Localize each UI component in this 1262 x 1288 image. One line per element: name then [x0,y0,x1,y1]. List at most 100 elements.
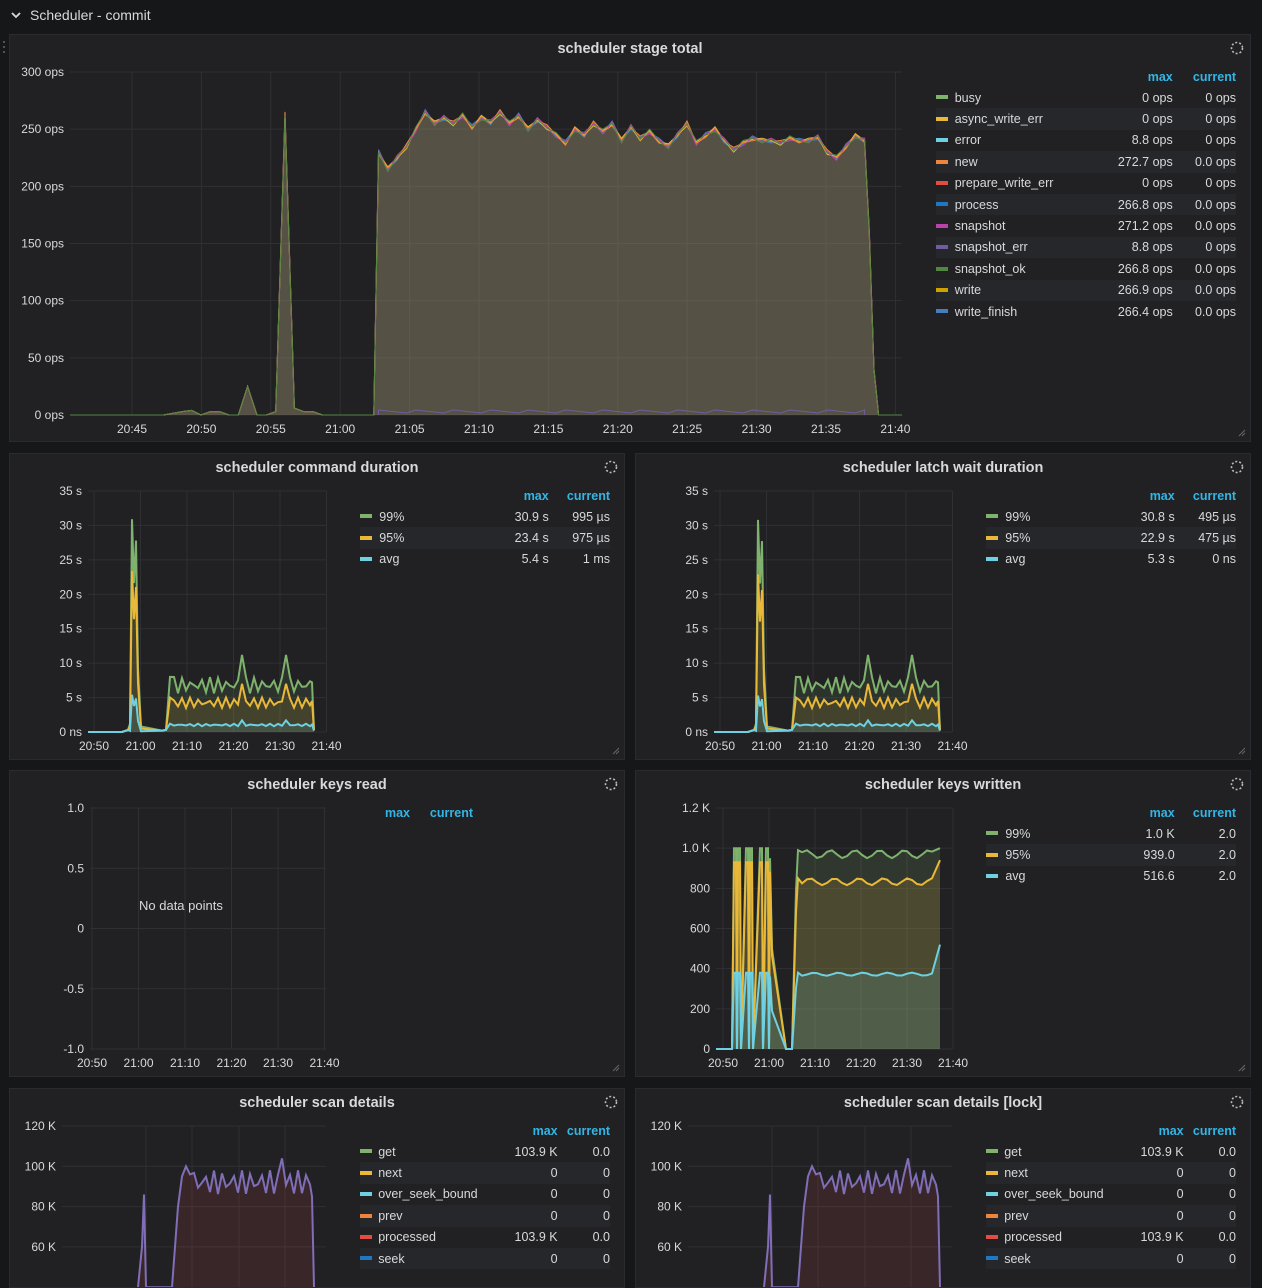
legend-series-name[interactable]: write [954,279,1097,301]
legend-series-name[interactable]: over_seek_bound [1004,1187,1104,1202]
series-color-swatch[interactable] [986,1192,998,1197]
legend-item-seek[interactable]: seek 0 0 [986,1247,1236,1270]
legend-item-over-seek-bound[interactable]: over_seek_bound 0 0 [360,1184,610,1205]
legend-header-current[interactable]: current [429,806,473,820]
legend-item-write-finish[interactable]: write_finish 266.4 ops 0.0 ops [936,301,1236,322]
series-color-swatch[interactable] [936,159,948,164]
legend-item-95-[interactable]: 95% 22.9 s 475 µs [986,527,1236,549]
legend-series-name[interactable]: 99% [1005,826,1031,841]
resize-handle-icon[interactable] [1238,747,1246,755]
series-color-swatch[interactable] [936,138,948,143]
series-color-swatch[interactable] [360,514,372,519]
series-color-swatch[interactable] [360,1192,372,1197]
legend-series-name[interactable]: snapshot [954,219,1006,234]
legend-series-name[interactable]: new [954,151,1097,173]
panel-title[interactable]: scheduler scan details [lock] [843,1095,1043,1111]
legend-item-new[interactable]: new 272.7 ops 0.0 ops [936,151,1236,173]
legend-header-max[interactable]: max [384,806,410,820]
series-color-swatch[interactable] [986,1234,998,1239]
legend-item-error[interactable]: error 8.8 ops 0 ops [936,130,1236,151]
legend-item-avg[interactable]: avg 5.4 s 1 ms [360,549,610,570]
legend-series-name[interactable]: processed [378,1230,436,1245]
legend-item-processed[interactable]: processed 103.9 K 0.0 [986,1227,1236,1248]
panel-title[interactable]: scheduler keys written [864,777,1022,793]
legend-series-name[interactable]: prev [378,1205,494,1227]
legend-series-name[interactable]: snapshot_ok [954,261,1026,276]
legend-item-process[interactable]: process 266.8 ops 0.0 ops [936,193,1236,216]
legend-item-busy[interactable]: busy 0 ops 0 ops [936,87,1236,108]
legend-header-current[interactable]: current [1192,806,1236,820]
series-color-swatch[interactable] [986,1149,998,1154]
legend-item-avg[interactable]: avg 5.3 s 0 ns [986,549,1236,570]
legend-item-snapshot[interactable]: snapshot 271.2 ops 0.0 ops [936,215,1236,236]
legend-series-name[interactable]: avg [379,552,400,567]
legend-series-name[interactable]: 99% [379,509,405,524]
legend-item-write[interactable]: write 266.9 ops 0.0 ops [936,279,1236,301]
series-color-swatch[interactable] [360,535,372,540]
legend-header-current[interactable]: current [1192,489,1236,503]
legend-item-async-write-err[interactable]: async_write_err 0 ops 0 ops [936,108,1236,130]
series-color-swatch[interactable] [936,116,948,121]
resize-handle-icon[interactable] [612,747,620,755]
chart-keys-read[interactable]: 1.0 0.5 0 -0.5 -1.020:50 21:00 21:10 21:20 21:30… [10,771,350,1077]
legend-header-max[interactable]: max [1149,806,1175,820]
series-color-swatch[interactable] [986,1256,998,1261]
series-color-swatch[interactable] [986,1213,998,1218]
series-color-swatch[interactable] [986,1170,998,1175]
legend-header-max[interactable]: max [532,1124,558,1138]
series-color-swatch[interactable] [936,245,948,250]
legend-item-95-[interactable]: 95% 939.0 2.0 [986,844,1236,866]
series-color-swatch[interactable] [360,1256,372,1261]
legend-header-current[interactable]: current [1192,1124,1236,1138]
legend-item-next[interactable]: next 0 0 [986,1162,1236,1184]
legend-item-snapshot-ok[interactable]: snapshot_ok 266.8 ops 0.0 ops [936,258,1236,279]
legend-header-current[interactable]: current [1192,70,1236,84]
legend-header-max[interactable]: max [1147,70,1173,84]
series-color-swatch[interactable] [360,1170,372,1175]
legend-header-max[interactable]: max [1158,1124,1184,1138]
series-color-swatch[interactable] [360,1149,372,1154]
series-color-swatch[interactable] [936,180,948,185]
legend-item-next[interactable]: next 0 0 [360,1162,610,1184]
legend-item-avg[interactable]: avg 516.6 2.0 [986,866,1236,887]
legend-header-current[interactable]: current [566,1124,610,1138]
series-color-swatch[interactable] [936,266,948,271]
legend-series-name[interactable]: over_seek_bound [378,1187,478,1202]
series-color-swatch[interactable] [986,874,998,879]
series-color-swatch[interactable] [936,202,948,207]
chart-stage-total[interactable]: 300 ops 250 ops 200 ops 150 ops 100 ops 50 op… [10,35,920,442]
legend-item-prev[interactable]: prev 0 0 [986,1205,1236,1227]
legend-series-name[interactable]: next [1004,1162,1120,1184]
drag-handle-icon[interactable] [2,40,6,54]
legend-item-99-[interactable]: 99% 1.0 K 2.0 [986,823,1236,844]
legend-series-name[interactable]: process [954,193,1097,216]
panel-title[interactable]: scheduler stage total [557,41,703,57]
chart-scan-details[interactable]: 120 K 100 K 80 K 60 K [10,1089,350,1288]
series-color-swatch[interactable] [986,514,998,519]
legend-item-over-seek-bound[interactable]: over_seek_bound 0 0 [986,1184,1236,1205]
legend-series-name[interactable]: 95% [379,527,473,549]
panel-title[interactable]: scheduler command duration [215,460,419,476]
legend-header-current[interactable]: current [566,489,610,503]
series-color-swatch[interactable] [936,95,948,100]
resize-handle-icon[interactable] [1238,1064,1246,1072]
legend-series-name[interactable]: 99% [1005,509,1031,524]
legend-item-95-[interactable]: 95% 23.4 s 975 µs [360,527,610,549]
legend-item-get[interactable]: get 103.9 K 0.0 [360,1141,610,1162]
series-color-swatch[interactable] [360,1213,372,1218]
series-color-swatch[interactable] [936,287,948,292]
legend-series-name[interactable]: prepare_write_err [954,176,1054,191]
series-color-swatch[interactable] [986,831,998,836]
legend-series-name[interactable]: write_finish [954,304,1018,319]
series-color-swatch[interactable] [360,1234,372,1239]
legend-item-99-[interactable]: 99% 30.8 s 495 µs [986,506,1236,527]
legend-series-name[interactable]: get [378,1144,396,1159]
series-color-swatch[interactable] [936,223,948,228]
legend-header-max[interactable]: max [523,489,549,503]
legend-item-get[interactable]: get 103.9 K 0.0 [986,1141,1236,1162]
row-header[interactable]: Scheduler - commit [0,0,1262,32]
resize-handle-icon[interactable] [612,1064,620,1072]
series-color-swatch[interactable] [360,557,372,562]
